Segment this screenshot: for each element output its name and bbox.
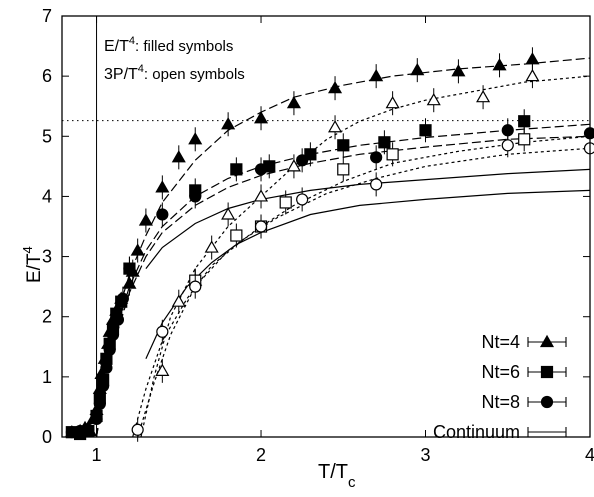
circle-filled-point <box>123 262 136 275</box>
circle-filled-point <box>156 208 169 221</box>
triangle-open-point <box>171 294 186 307</box>
triangle-open-point <box>525 68 540 82</box>
circle-open-point <box>583 142 594 155</box>
triangle-open-point <box>286 159 301 172</box>
x-tick-label: 2 <box>256 445 266 465</box>
y-tick-label: 3 <box>42 247 52 267</box>
triangle-filled-point <box>525 52 540 65</box>
legend-label: Nt=8 <box>481 392 520 412</box>
square-open-point <box>279 196 292 209</box>
circle-filled-point <box>116 292 129 305</box>
circle-filled-point <box>106 328 120 341</box>
circle-filled-point <box>100 361 113 374</box>
circle-open-point <box>296 193 309 206</box>
triangle-open-point <box>221 207 236 220</box>
triangle-filled-point <box>369 68 384 82</box>
square-filled-point <box>419 124 432 137</box>
x-axis-label: T/Tc <box>318 461 356 491</box>
circle-filled-point <box>296 154 309 167</box>
circle-filled-point <box>370 151 383 164</box>
y-axis-label: E/T4 <box>20 246 45 283</box>
triangle-filled-point <box>188 132 203 145</box>
triangle-filled-point <box>492 58 507 71</box>
circle-filled-point <box>93 397 106 411</box>
square-filled-point <box>304 148 317 161</box>
square-filled-point <box>518 115 531 128</box>
circle-filled-point <box>82 423 95 436</box>
circle-open-point <box>189 280 202 293</box>
legend-label: Continuum <box>433 422 520 442</box>
circle-filled-point <box>103 343 116 356</box>
square-open-point <box>386 148 399 161</box>
triangle-filled-point <box>171 150 186 163</box>
circle-filled-point <box>97 379 110 392</box>
triangle-filled-point <box>130 243 145 256</box>
legend-label: Nt=4 <box>481 332 520 352</box>
y-tick-label: 6 <box>42 66 52 86</box>
circle-filled-point <box>583 127 594 140</box>
circle-filled-point <box>90 412 103 426</box>
triangle-filled-point <box>451 64 466 77</box>
square-open-point <box>518 133 531 146</box>
triangle-open-point <box>426 92 441 106</box>
circle-filled-point <box>111 313 125 326</box>
y-tick-label: 0 <box>42 427 52 447</box>
legend: Nt=4 Nt=6 Nt=8 Continuum <box>433 332 567 442</box>
triangle-open-point <box>155 363 170 376</box>
circle-open-point <box>370 178 383 191</box>
y-tick-label: 1 <box>42 367 52 387</box>
y-tick-label: 4 <box>42 186 52 206</box>
triangle-filled-point <box>286 95 301 109</box>
triangle-open-point <box>476 89 491 103</box>
triangle-open-point <box>253 189 269 202</box>
triangle-open-point <box>204 240 219 253</box>
circle-filled-point <box>254 163 268 176</box>
curve-continuum-e <box>145 168 591 269</box>
curve-nt-4-3p <box>140 75 591 438</box>
circle-open-point <box>254 220 268 233</box>
triangle-filled-point <box>328 80 343 94</box>
triangle-filled-point <box>155 180 170 193</box>
triangle-filled-point <box>221 117 236 130</box>
axis-ticks: 0 1 2 3 4 5 6 7 1 2 3 4 <box>42 6 594 465</box>
square-open-point <box>337 163 350 176</box>
curve-nt-8-e <box>95 135 591 438</box>
legend-marker <box>540 365 554 379</box>
annotation-open: 3P/T4: open symbols <box>104 63 245 83</box>
x-tick-label: 3 <box>421 445 431 465</box>
triangle-filled-point <box>138 213 153 226</box>
x-tick-label: 1 <box>92 445 102 465</box>
plot-frame <box>61 15 591 438</box>
triangle-open-point <box>385 95 400 109</box>
curve-nt-6-3p <box>137 135 591 438</box>
triangle-filled-point <box>253 111 269 124</box>
legend-label: Nt=6 <box>481 362 520 382</box>
circle-open-point <box>156 325 169 338</box>
circle-filled-point <box>189 190 202 203</box>
y-tick-label: 2 <box>42 307 52 327</box>
annotation-filled: E/T4: filled symbols <box>104 35 233 55</box>
legend-marker <box>540 395 554 409</box>
legend-marker <box>539 334 555 348</box>
reference-lines <box>62 16 590 437</box>
square-filled-point <box>337 139 350 152</box>
circle-open-point <box>131 423 144 436</box>
circle-open-point <box>501 139 514 152</box>
square-filled-point <box>230 163 243 176</box>
y-tick-label: 5 <box>42 126 52 146</box>
y-tick-label: 7 <box>42 6 52 26</box>
triangle-filled-point <box>410 62 425 76</box>
data-points <box>64 47 594 442</box>
triangle-open-point <box>328 120 343 133</box>
square-filled-point <box>378 136 391 149</box>
x-tick-label: 4 <box>585 445 594 465</box>
square-open-point <box>230 229 243 242</box>
